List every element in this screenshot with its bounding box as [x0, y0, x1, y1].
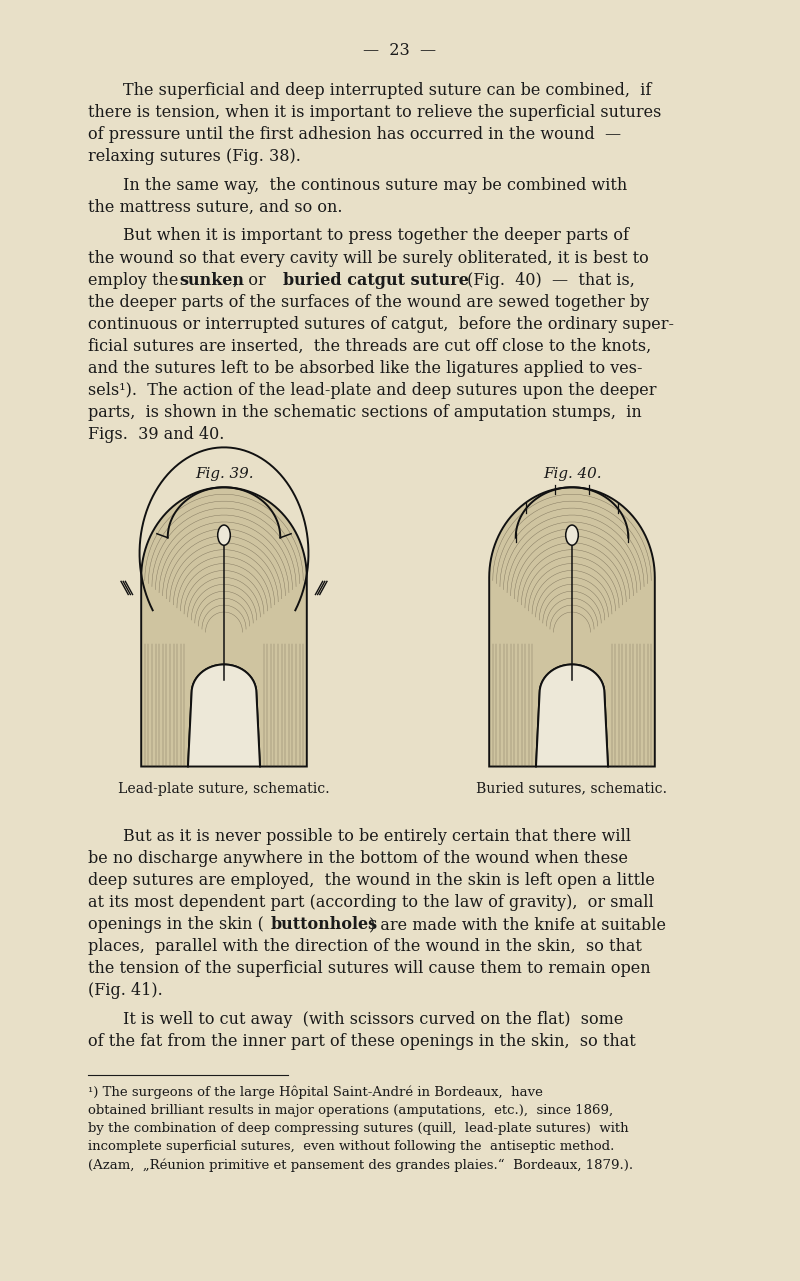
Text: the deeper parts of the surfaces of the wound are sewed together by: the deeper parts of the surfaces of the … [88, 293, 649, 310]
Polygon shape [188, 665, 260, 766]
Circle shape [566, 525, 578, 546]
Text: deep sutures are employed,  the wound in the skin is left open a little: deep sutures are employed, the wound in … [88, 872, 655, 889]
Text: of pressure until the first adhesion has occurred in the wound  —: of pressure until the first adhesion has… [88, 126, 621, 143]
Circle shape [218, 525, 230, 546]
Text: ficial sutures are inserted,  the threads are cut off close to the knots,: ficial sutures are inserted, the threads… [88, 338, 651, 355]
Polygon shape [536, 665, 608, 766]
Text: the tension of the superficial sutures will cause them to remain open: the tension of the superficial sutures w… [88, 959, 650, 977]
Text: It is well to cut away  (with scissors curved on the flat)  some: It is well to cut away (with scissors cu… [123, 1011, 623, 1027]
Text: —  23  —: — 23 — [363, 42, 437, 59]
Text: of the fat from the inner part of these openings in the skin,  so that: of the fat from the inner part of these … [88, 1032, 636, 1050]
Text: Lead-plate suture, schematic.: Lead-plate suture, schematic. [118, 781, 330, 796]
Text: continuous or interrupted sutures of catgut,  before the ordinary super-: continuous or interrupted sutures of cat… [88, 315, 674, 333]
Text: In the same way,  the continous suture may be combined with: In the same way, the continous suture ma… [123, 177, 627, 193]
Text: But as it is never possible to be entirely certain that there will: But as it is never possible to be entire… [123, 828, 631, 844]
Text: obtained brilliant results in major operations (amputations,  etc.),  since 1869: obtained brilliant results in major oper… [88, 1104, 613, 1117]
Text: be no discharge anywhere in the bottom of the wound when these: be no discharge anywhere in the bottom o… [88, 849, 628, 867]
Text: parts,  is shown in the schematic sections of amputation stumps,  in: parts, is shown in the schematic section… [88, 404, 642, 420]
Text: Fig. 40.: Fig. 40. [542, 466, 602, 480]
Text: ,  or: , or [233, 272, 271, 288]
Text: Buried sutures, schematic.: Buried sutures, schematic. [477, 781, 667, 796]
Text: sunken: sunken [179, 272, 244, 288]
Text: and the sutures left to be absorbed like the ligatures applied to ves-: and the sutures left to be absorbed like… [88, 360, 642, 377]
Polygon shape [142, 487, 307, 766]
Text: (Azam,  „Réunion primitive et pansement des grandes plaies.“  Bordeaux, 1879.).: (Azam, „Réunion primitive et pansement d… [88, 1158, 633, 1172]
Text: ) are made with the knife at suitable: ) are made with the knife at suitable [370, 916, 666, 933]
Text: the wound so that every cavity will be surely obliterated, it is best to: the wound so that every cavity will be s… [88, 250, 649, 266]
Text: incomplete superficial sutures,  even without following the  antiseptic method.: incomplete superficial sutures, even wit… [88, 1140, 614, 1153]
Text: openings in the skin (: openings in the skin ( [88, 916, 264, 933]
Text: buried catgut suture: buried catgut suture [283, 272, 469, 288]
Text: by the combination of deep compressing sutures (quill,  lead-plate sutures)  wit: by the combination of deep compressing s… [88, 1122, 629, 1135]
Polygon shape [489, 487, 654, 766]
Text: there is tension, when it is important to relieve the superficial sutures: there is tension, when it is important t… [88, 104, 662, 120]
Text: The superficial and deep interrupted suture can be combined,  if: The superficial and deep interrupted sut… [123, 82, 651, 99]
Text: sels¹).  The action of the lead-plate and deep sutures upon the deeper: sels¹). The action of the lead-plate and… [88, 382, 657, 398]
Text: ¹) The surgeons of the large Hôpital Saint-André in Bordeaux,  have: ¹) The surgeons of the large Hôpital Sai… [88, 1086, 543, 1099]
Text: (Fig. 41).: (Fig. 41). [88, 983, 162, 999]
Text: buttonholes: buttonholes [270, 916, 378, 933]
Text: places,  parallel with the direction of the wound in the skin,  so that: places, parallel with the direction of t… [88, 938, 642, 956]
Text: the mattress suture, and so on.: the mattress suture, and so on. [88, 199, 342, 215]
Text: relaxing sutures (Fig. 38).: relaxing sutures (Fig. 38). [88, 149, 301, 165]
Text: But when it is important to press together the deeper parts of: But when it is important to press togeth… [123, 228, 629, 245]
Text: at its most dependent part (according to the law of gravity),  or small: at its most dependent part (according to… [88, 894, 654, 911]
Text: Fig. 39.: Fig. 39. [194, 466, 254, 480]
Text: Figs.  39 and 40.: Figs. 39 and 40. [88, 425, 224, 443]
Text: employ the: employ the [88, 272, 183, 288]
Text: (Fig.  40)  —  that is,: (Fig. 40) — that is, [462, 272, 635, 288]
